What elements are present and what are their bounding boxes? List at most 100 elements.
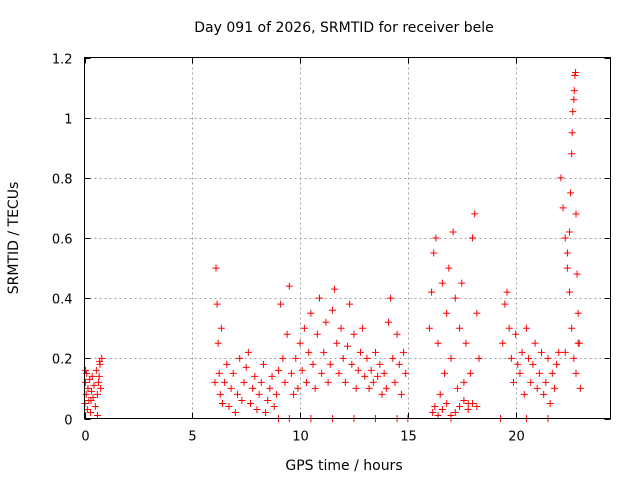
y-tick-labels: 0 0.2 0.4 0.6 0.8 1 1.2	[52, 53, 73, 429]
data-point	[244, 348, 252, 356]
data-point	[262, 408, 270, 416]
data-point	[571, 72, 579, 80]
x-tick-label: 5	[188, 430, 196, 445]
data-point	[425, 324, 433, 332]
data-point	[350, 330, 358, 338]
data-point	[253, 405, 261, 413]
data-point	[365, 384, 373, 392]
data-point	[95, 378, 103, 386]
data-point	[305, 348, 313, 356]
data-point	[82, 390, 90, 398]
data-point	[533, 384, 541, 392]
data-point	[309, 360, 317, 368]
data-point	[214, 339, 222, 347]
data-point	[531, 339, 539, 347]
data-point	[525, 354, 533, 362]
data-point	[380, 369, 388, 377]
data-point	[326, 360, 334, 368]
data-point	[307, 309, 315, 317]
data-point	[348, 360, 356, 368]
data-point	[395, 360, 403, 368]
data-point	[298, 366, 306, 374]
data-point	[212, 264, 220, 272]
data-point	[90, 381, 98, 389]
data-point	[473, 309, 481, 317]
data-point	[434, 411, 442, 419]
data-point	[389, 354, 397, 362]
data-point	[87, 396, 95, 404]
data-point	[432, 234, 440, 242]
data-point	[447, 354, 455, 362]
data-point	[82, 378, 90, 386]
data-point	[512, 330, 520, 338]
data-point	[456, 402, 464, 410]
data-point	[333, 339, 341, 347]
data-point	[223, 360, 231, 368]
data-point	[215, 369, 223, 377]
data-point	[275, 366, 283, 374]
data-point	[393, 330, 401, 338]
x-tick-labels: 0 5 10 15 20	[81, 430, 524, 445]
data-point	[458, 279, 466, 287]
data-point	[572, 69, 580, 77]
data-point	[98, 354, 106, 362]
data-point	[438, 405, 446, 413]
data-point	[234, 390, 242, 398]
data-point	[441, 369, 449, 377]
data-point	[249, 384, 257, 392]
data-point	[573, 270, 581, 278]
y-tick-label: 0.2	[52, 353, 73, 368]
data-point	[217, 324, 225, 332]
data-point	[97, 384, 105, 392]
data-point	[553, 360, 561, 368]
data-point	[246, 399, 254, 407]
data-point	[290, 390, 298, 398]
x-tick-label: 20	[508, 430, 525, 445]
data-point	[95, 372, 103, 380]
data-point	[566, 288, 574, 296]
data-point	[469, 234, 477, 242]
data-point	[505, 324, 513, 332]
data-point	[568, 150, 576, 158]
data-point	[257, 378, 265, 386]
data-point	[356, 348, 364, 356]
data-point	[445, 264, 453, 272]
y-tick-label: 0.4	[52, 293, 73, 308]
grid	[84, 57, 611, 419]
data-point	[574, 309, 582, 317]
data-point	[272, 390, 280, 398]
data-point	[449, 228, 457, 236]
data-point	[87, 387, 95, 395]
data-point	[268, 372, 276, 380]
data-point	[339, 354, 347, 362]
data-point	[561, 348, 569, 356]
data-point	[213, 300, 221, 308]
data-point	[501, 300, 509, 308]
data-point	[294, 384, 302, 392]
data-point	[538, 348, 546, 356]
data-point	[429, 408, 437, 416]
data-point	[315, 294, 323, 302]
data-point	[382, 384, 390, 392]
data-point	[443, 309, 451, 317]
data-point	[303, 378, 311, 386]
data-point	[231, 408, 239, 416]
data-point	[369, 378, 377, 386]
data-point	[279, 354, 287, 362]
y-tick-label: 0.6	[52, 233, 73, 248]
x-axis-label: GPS time / hours	[285, 458, 402, 474]
data-point	[218, 399, 226, 407]
data-point	[387, 294, 395, 302]
y-tick-label: 1	[64, 113, 72, 128]
data-point	[434, 339, 442, 347]
data-point	[499, 339, 507, 347]
data-point	[546, 399, 554, 407]
data-point	[569, 108, 577, 116]
data-point	[211, 378, 219, 386]
data-point	[443, 399, 451, 407]
axis-ticks	[84, 57, 611, 420]
data-point	[570, 96, 578, 104]
data-point	[285, 282, 293, 290]
data-point	[363, 354, 371, 362]
data-point	[431, 402, 439, 410]
